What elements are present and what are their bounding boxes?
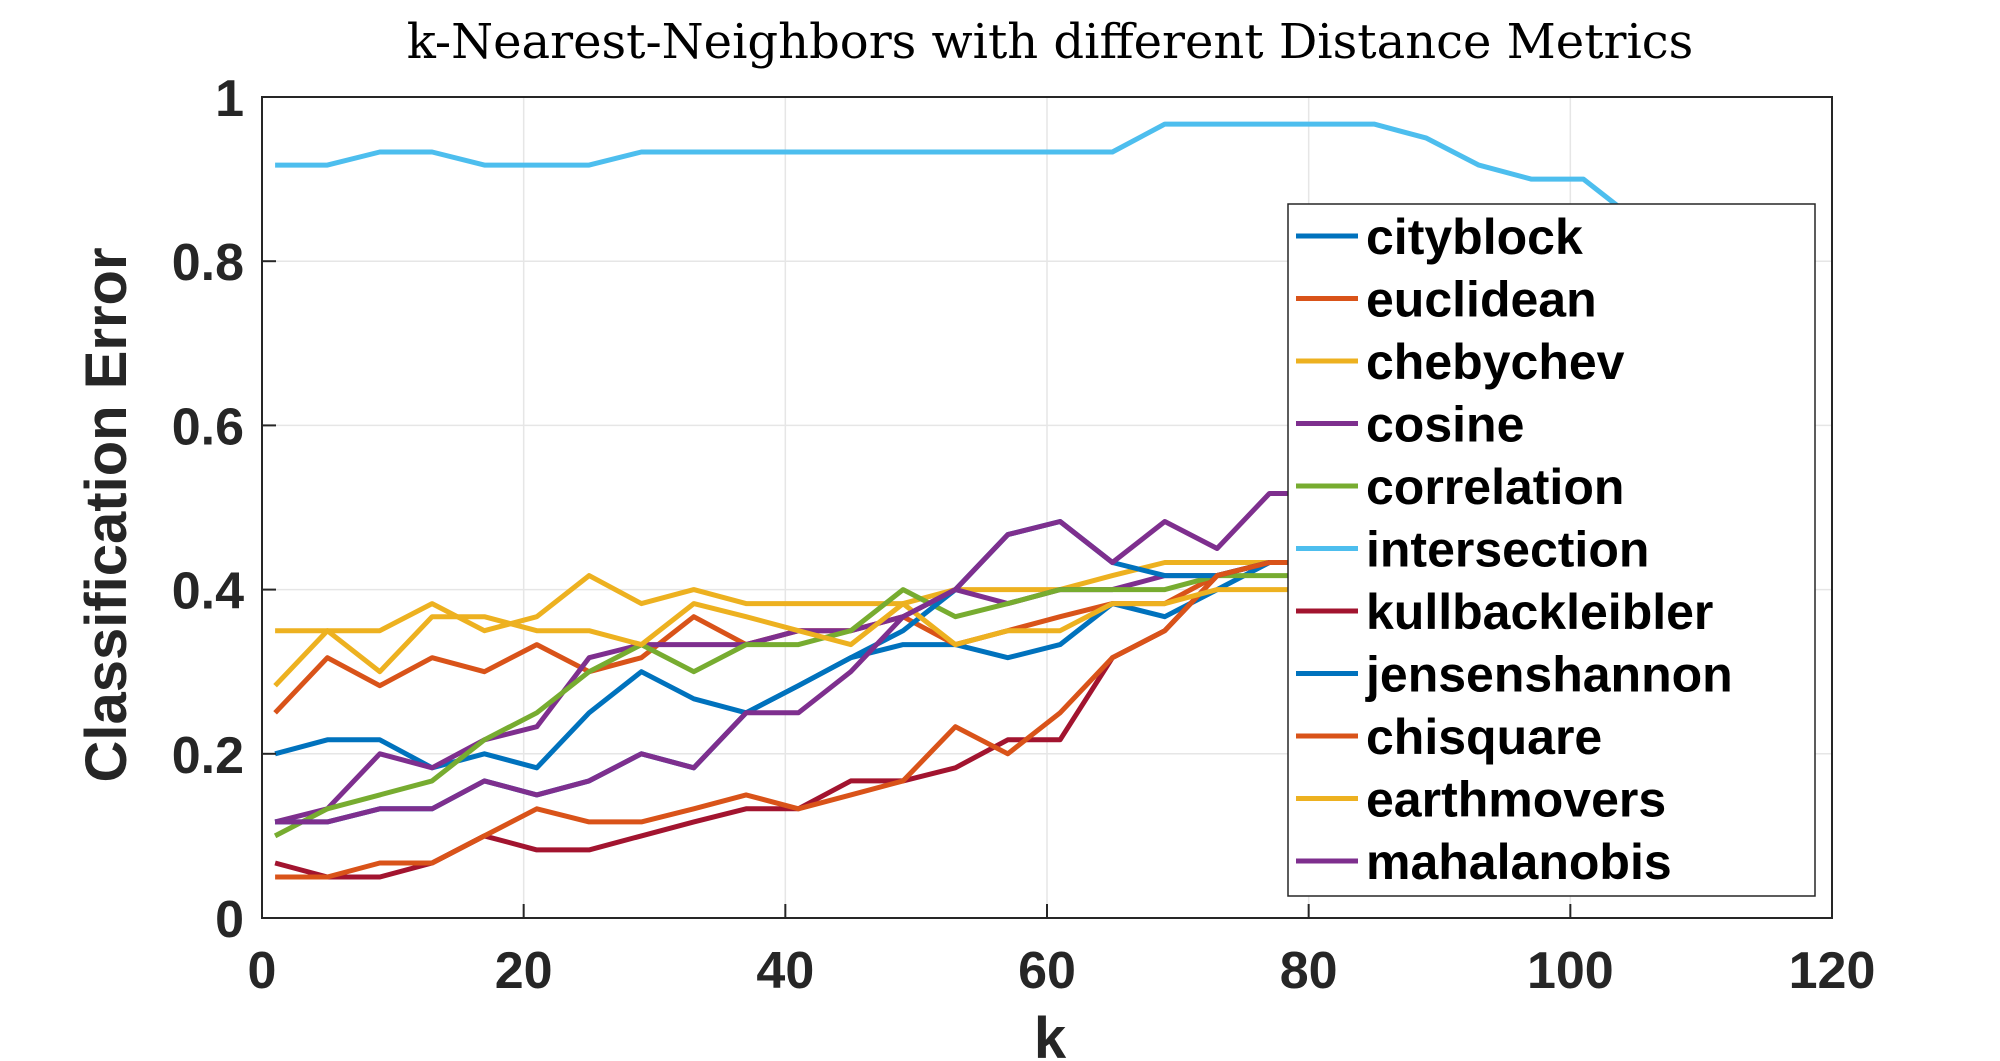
series-line-euclidean: [273, 560, 1322, 715]
y-axis-ticks: 0 0.2 0.4 0.6 0.8 1: [172, 70, 276, 949]
x-tick-label: 120: [1789, 942, 1876, 1000]
legend-label-cityblock: cityblock: [1366, 209, 1583, 265]
y-tick-label: 0.4: [172, 563, 244, 621]
y-tick-label: 0.8: [172, 234, 244, 292]
legend-label-mahalanobis: mahalanobis: [1366, 834, 1672, 890]
y-tick-label: 0: [215, 891, 244, 949]
series-line-jensenshannon: [275, 519, 1322, 825]
y-axis-label: Classification Error: [74, 247, 139, 782]
y-tick-label: 0.6: [172, 398, 244, 456]
x-tick-label: 40: [756, 942, 814, 1000]
legend-label-cosine: cosine: [1366, 397, 1524, 453]
series-line-chisquare: [275, 560, 1322, 880]
legend-box: [1287, 203, 1816, 897]
legend-label-kullbackleibler: kullbackleibler: [1366, 584, 1713, 640]
x-axis-label: k: [1034, 1006, 1067, 1061]
x-tick-label: 0: [248, 942, 277, 1000]
y-tick-label: 0.2: [172, 727, 244, 785]
legend-label-earthmovers: earthmovers: [1366, 772, 1666, 828]
series-line-chebychev: [275, 560, 1322, 634]
legend-label-chisquare: chisquare: [1366, 709, 1602, 765]
legend-label-jensenshannon: jensenshannon: [1365, 647, 1733, 703]
x-tick-label: 20: [495, 942, 553, 1000]
legend: cityblock euclidean chebychev cosine correla…: [1287, 203, 1816, 897]
series-line-mahalanobis: [275, 491, 1322, 825]
x-axis-ticks: 0 20 40 60 80 100 120: [248, 904, 1876, 1000]
y-tick-label: 1: [215, 70, 244, 128]
series-line-kullbackleibler: [274, 560, 1322, 880]
chart-title: k-Nearest-Neighbors with different Dista…: [407, 14, 1694, 70]
legend-label-euclidean: euclidean: [1366, 272, 1597, 328]
x-tick-label: 80: [1280, 942, 1338, 1000]
series-line-correlation: [273, 573, 1322, 839]
series-line-cityblock: [274, 560, 1322, 771]
legend-label-chebychev: chebychev: [1366, 334, 1625, 390]
series-line-earthmovers: [273, 587, 1322, 688]
legend-label-correlation: correlation: [1366, 459, 1624, 515]
legend-label-intersection: intersection: [1366, 522, 1649, 578]
x-tick-label: 100: [1527, 942, 1614, 1000]
series-line-intersection: [275, 121, 1638, 223]
series-layer: [273, 121, 1638, 880]
x-tick-label: 60: [1018, 942, 1076, 1000]
